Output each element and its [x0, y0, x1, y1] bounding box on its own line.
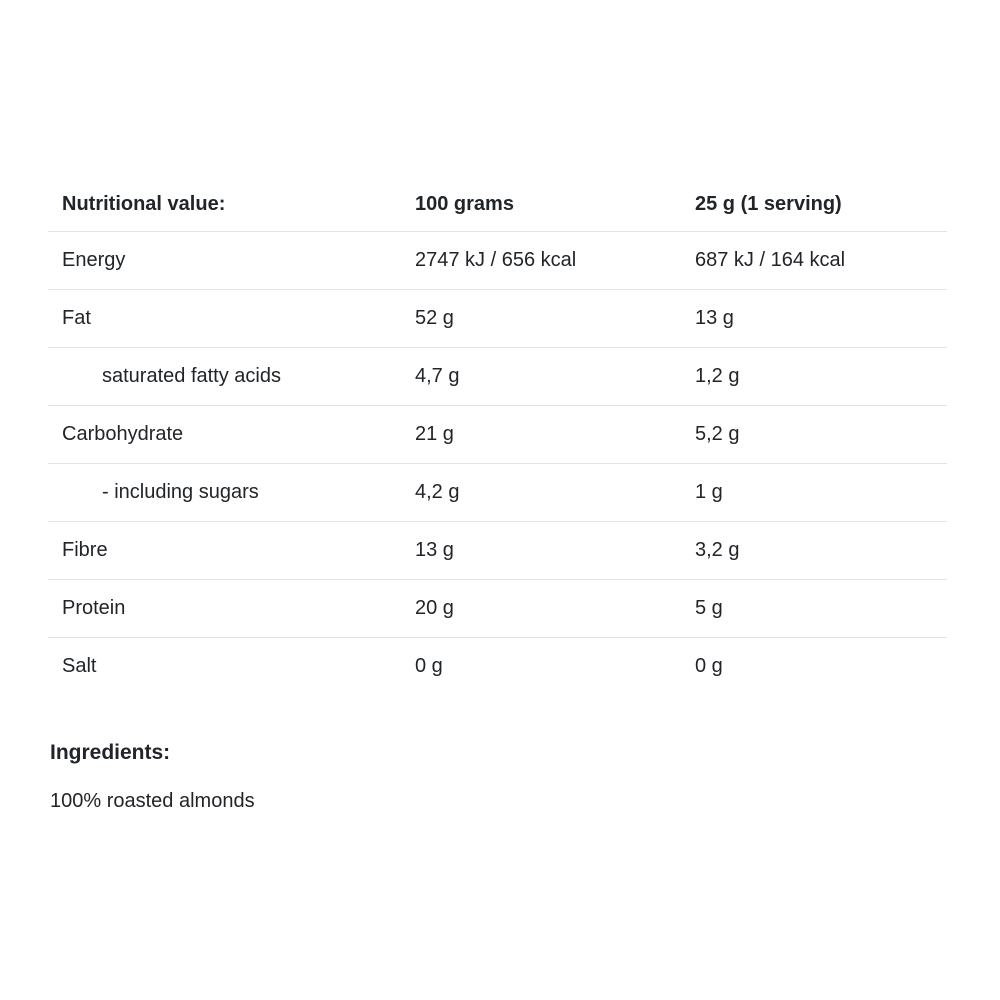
- column-header-nutritional-value: Nutritional value:: [48, 178, 401, 232]
- row-value-100g: 2747 kJ / 656 kcal: [401, 231, 681, 290]
- row-value-100g: 0 g: [415, 655, 443, 677]
- row-value-100g: 4,7 g: [401, 347, 681, 406]
- row-value-100g: 13 g: [401, 521, 681, 580]
- table-row-including-sugars: - including sugars 4,2 g 1 g: [48, 463, 947, 522]
- row-label: Fibre: [48, 521, 401, 580]
- row-label: Carbohydrate: [48, 405, 401, 464]
- table-row-fat: Fat 52 g 13 g: [48, 289, 947, 348]
- table-row-salt: Salt 0 g 0 g: [48, 638, 947, 696]
- row-label: - including sugars: [48, 463, 401, 522]
- ingredients-section: Ingredients: 100% roasted almonds: [50, 741, 255, 813]
- table-row-carbohydrate: Carbohydrate 21 g 5,2 g: [48, 405, 947, 464]
- column-header-100-grams: 100 grams: [401, 178, 681, 232]
- table-row-saturated-fatty-acids: saturated fatty acids 4,7 g 1,2 g: [48, 347, 947, 406]
- row-value-100g: 4,2 g: [401, 463, 681, 522]
- ingredients-heading: Ingredients:: [50, 741, 171, 764]
- row-value-serving: 0 g: [695, 655, 723, 677]
- row-value-serving: 3,2 g: [681, 521, 947, 580]
- row-label: Protein: [48, 579, 401, 638]
- nutrition-table-header-row: Nutritional value: 100 grams 25 g (1 ser…: [48, 178, 947, 232]
- column-header-serving: 25 g (1 serving): [681, 178, 947, 232]
- row-value-serving: 13 g: [681, 289, 947, 348]
- row-label: Fat: [48, 289, 401, 348]
- row-value-serving: 687 kJ / 164 kcal: [681, 231, 947, 290]
- row-value-100g: 20 g: [401, 579, 681, 638]
- row-value-serving: 1 g: [681, 463, 947, 522]
- row-value-100g: 21 g: [401, 405, 681, 464]
- row-label: Energy: [48, 231, 401, 290]
- nutrition-table: Nutritional value: 100 grams 25 g (1 ser…: [48, 178, 947, 695]
- table-row-fibre: Fibre 13 g 3,2 g: [48, 521, 947, 580]
- row-label: Salt: [62, 655, 97, 677]
- ingredients-text: 100% roasted almonds: [50, 790, 255, 812]
- row-value-serving: 1,2 g: [681, 347, 947, 406]
- row-label: saturated fatty acids: [48, 347, 401, 406]
- table-row-energy: Energy 2747 kJ / 656 kcal 687 kJ / 164 k…: [48, 231, 947, 290]
- row-value-serving: 5 g: [681, 579, 947, 638]
- row-value-100g: 52 g: [401, 289, 681, 348]
- table-row-protein: Protein 20 g 5 g: [48, 579, 947, 638]
- row-value-serving: 5,2 g: [681, 405, 947, 464]
